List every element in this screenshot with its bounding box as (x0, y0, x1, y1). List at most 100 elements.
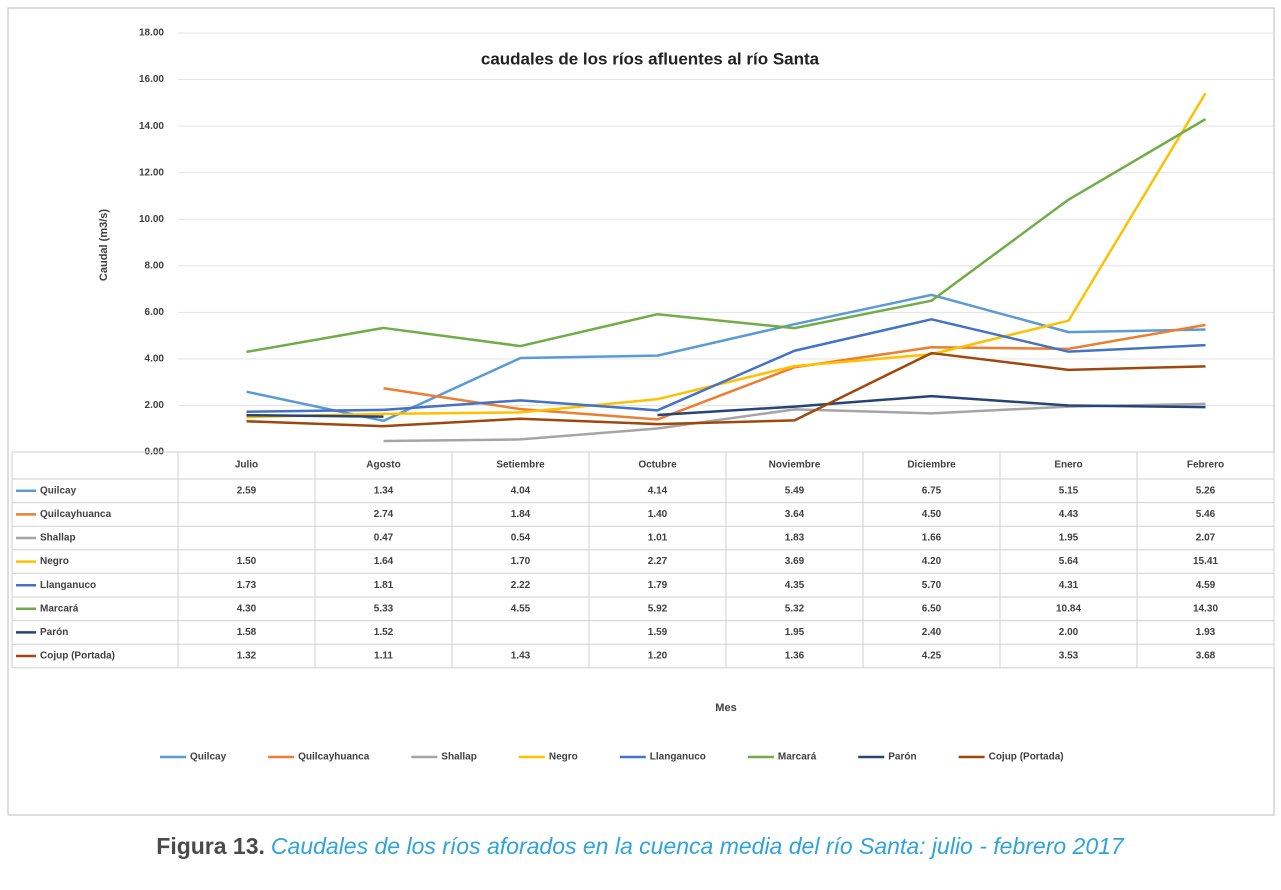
table-series-name: Shallap (40, 533, 76, 544)
x-tick-label: Febrero (1187, 460, 1224, 471)
table-value: 4.59 (1196, 580, 1216, 591)
table-value: 1.95 (785, 627, 805, 638)
table-value: 3.69 (785, 556, 805, 567)
y-tick-label: 6.00 (145, 307, 165, 318)
table-value: 1.40 (648, 509, 668, 520)
table-series-name: Quilcay (40, 485, 77, 496)
table-value: 1.79 (648, 580, 668, 591)
y-tick-label: 10.00 (139, 214, 164, 225)
legend-label: Llanganuco (650, 752, 706, 763)
table-value: 6.75 (922, 485, 942, 496)
table-value: 1.59 (648, 627, 668, 638)
table-value: 1.93 (1196, 627, 1216, 638)
caption: Figura 13. Caudales de los ríos aforados … (156, 833, 1125, 859)
table-value: 3.53 (1059, 651, 1079, 662)
x-tick-label: Diciembre (907, 460, 956, 471)
table-series-name: Cojup (Portada) (40, 651, 115, 662)
table-value: 5.92 (648, 603, 668, 614)
table-value: 1.70 (511, 556, 531, 567)
table-value: 4.31 (1059, 580, 1079, 591)
chart-title: caudales de los ríos afluentes al río Sa… (481, 49, 820, 68)
table-value: 1.58 (237, 627, 257, 638)
series-line (246, 118, 1207, 354)
table-value: 2.27 (648, 556, 668, 567)
table-value: 5.32 (785, 603, 805, 614)
y-tick-label: 4.00 (145, 354, 165, 365)
table-value: 1.52 (374, 627, 394, 638)
table-value: 1.50 (237, 556, 257, 567)
legend-label: Quilcay (190, 752, 227, 763)
table-value: 1.66 (922, 533, 942, 544)
table-value: 1.64 (374, 556, 394, 567)
table-value: 1.32 (237, 651, 257, 662)
y-axis-label: Caudal (m3/s) (98, 209, 110, 281)
y-tick-label: 12.00 (139, 167, 164, 178)
table-value: 2.22 (511, 580, 531, 591)
x-tick-label: Julio (235, 460, 258, 471)
legend-label: Shallap (441, 752, 477, 763)
table-value: 0.47 (374, 533, 394, 544)
table-value: 4.43 (1059, 509, 1079, 520)
table-series-name: Quilcayhuanca (40, 509, 112, 520)
y-tick-label: 18.00 (139, 28, 164, 39)
table-value: 4.30 (237, 603, 257, 614)
table-value: 14.30 (1193, 603, 1218, 614)
table-value: 5.64 (1059, 556, 1079, 567)
table-value: 1.81 (374, 580, 394, 591)
table-value: 2.00 (1059, 627, 1079, 638)
series-line (246, 92, 1207, 419)
table-value: 1.83 (785, 533, 805, 544)
table-value: 4.35 (785, 580, 805, 591)
table-value: 1.84 (511, 509, 531, 520)
series-line (246, 394, 1206, 418)
legend-label: Quilcayhuanca (298, 752, 370, 763)
table-series-name: Marcará (40, 603, 79, 614)
table-value: 4.25 (922, 651, 942, 662)
y-tick-label: 8.00 (145, 260, 165, 271)
caption-label: Figura 13. (156, 833, 265, 859)
table-value: 10.84 (1056, 603, 1081, 614)
table-value: 3.68 (1196, 651, 1216, 662)
table-value: 1.73 (237, 580, 257, 591)
table-value: 2.40 (922, 627, 942, 638)
x-tick-label: Noviembre (769, 460, 821, 471)
table-value: 1.11 (374, 651, 393, 662)
table-value: 1.34 (374, 485, 394, 496)
table-value: 5.26 (1196, 485, 1216, 496)
table-value: 5.33 (374, 603, 394, 614)
table-value: 6.50 (922, 603, 942, 614)
table-value: 5.46 (1196, 509, 1216, 520)
table-value: 1.20 (648, 651, 668, 662)
chart-frame (7, 7, 1275, 816)
table-value: 2.07 (1196, 533, 1216, 544)
legend-label: Negro (549, 752, 578, 763)
table-value: 1.36 (785, 651, 805, 662)
table-value: 4.50 (922, 509, 942, 520)
table-value: 4.20 (922, 556, 942, 567)
table-value: 3.64 (785, 509, 805, 520)
table-value: 5.49 (785, 485, 805, 496)
table-value: 1.43 (511, 651, 531, 662)
caption-text: Caudales de los ríos aforados en la cuen… (271, 833, 1125, 859)
table-value: 4.55 (511, 603, 531, 614)
series-line (246, 318, 1206, 413)
table-value: 1.01 (648, 533, 668, 544)
x-tick-label: Agosto (366, 460, 400, 471)
table-value: 2.59 (237, 485, 257, 496)
y-tick-label: 16.00 (139, 74, 164, 85)
x-tick-label: Enero (1054, 460, 1082, 471)
y-tick-label: 2.00 (145, 400, 165, 411)
table-value: 1.95 (1059, 533, 1079, 544)
table-series-name: Negro (40, 556, 69, 567)
x-tick-label: Setiembre (496, 460, 545, 471)
x-axis-label: Mes (715, 702, 736, 714)
table-series-name: Parón (40, 627, 68, 638)
x-tick-label: Octubre (638, 460, 677, 471)
title-box (405, 46, 895, 74)
table-value: 15.41 (1193, 556, 1218, 567)
table-series-name: Llanganuco (40, 580, 96, 591)
table-value: 4.04 (511, 485, 531, 496)
series-line (246, 351, 1206, 428)
table-value: 2.74 (374, 509, 394, 520)
